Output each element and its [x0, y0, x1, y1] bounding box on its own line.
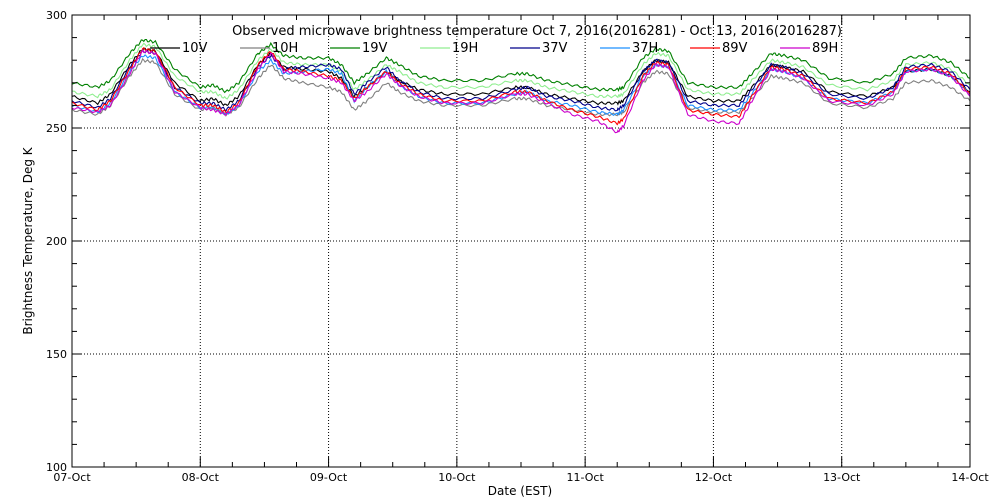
- legend-label-37h: 37H: [632, 41, 658, 56]
- x-tick-label: 09-Oct: [310, 471, 348, 484]
- y-axis-title: Brightness Temperature, Deg K: [21, 146, 35, 334]
- series-line-89h: [71, 49, 971, 134]
- x-tick-label: 07-Oct: [53, 471, 91, 484]
- legend-label-37v: 37V: [542, 41, 568, 56]
- series-line-19h: [71, 42, 971, 100]
- y-tick-label: 150: [46, 348, 67, 361]
- series-lines: [71, 38, 971, 134]
- x-tick-label: 13-Oct: [823, 471, 861, 484]
- chart-title: Observed microwave brightness temperatur…: [232, 24, 842, 39]
- series-line-19v: [71, 38, 971, 94]
- x-tick-label: 10-Oct: [438, 471, 476, 484]
- y-tick-label: 250: [46, 122, 67, 135]
- x-axis-title: Date (EST): [488, 484, 552, 498]
- x-tick-label: 14-Oct: [951, 471, 989, 484]
- x-tick-label: 11-Oct: [566, 471, 604, 484]
- x-tick-label: 12-Oct: [695, 471, 733, 484]
- legend-label-19v: 19V: [362, 41, 388, 56]
- legend-label-10h: 10H: [272, 41, 298, 56]
- x-tick-label: 08-Oct: [182, 471, 220, 484]
- y-tick-label: 300: [46, 9, 67, 22]
- tick-labels: 100 150 200 250 300 07-Oct 08-Oct 09-Oct 10-Oct 1…: [46, 9, 989, 484]
- axis-ticks: [71, 14, 971, 468]
- legend-label-19h: 19H: [452, 41, 478, 56]
- legend-label-10v: 10V: [182, 41, 208, 56]
- legend-label-89h: 89H: [812, 41, 838, 56]
- y-tick-label: 100: [46, 461, 67, 474]
- grid-lines: [72, 15, 970, 467]
- y-tick-label: 200: [46, 235, 67, 248]
- legend: 10V 10H 19V 19H 37V 37H 89V 89H: [150, 41, 838, 56]
- legend-label-89v: 89V: [722, 41, 748, 56]
